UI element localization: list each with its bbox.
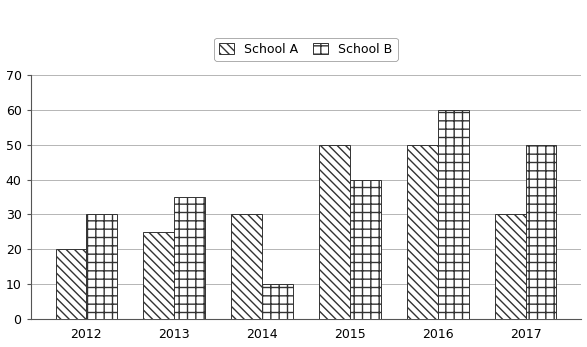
Bar [495, 214, 525, 319]
Bar [525, 145, 556, 319]
Bar [319, 145, 350, 319]
Bar [86, 214, 117, 319]
Bar [143, 232, 174, 319]
Bar [174, 197, 205, 319]
Bar [407, 145, 438, 319]
Bar [438, 110, 468, 319]
Bar [231, 214, 262, 319]
Bar [262, 284, 293, 319]
Bar [56, 249, 86, 319]
Legend: School A, School B: School A, School B [214, 37, 398, 61]
Bar [350, 179, 381, 319]
